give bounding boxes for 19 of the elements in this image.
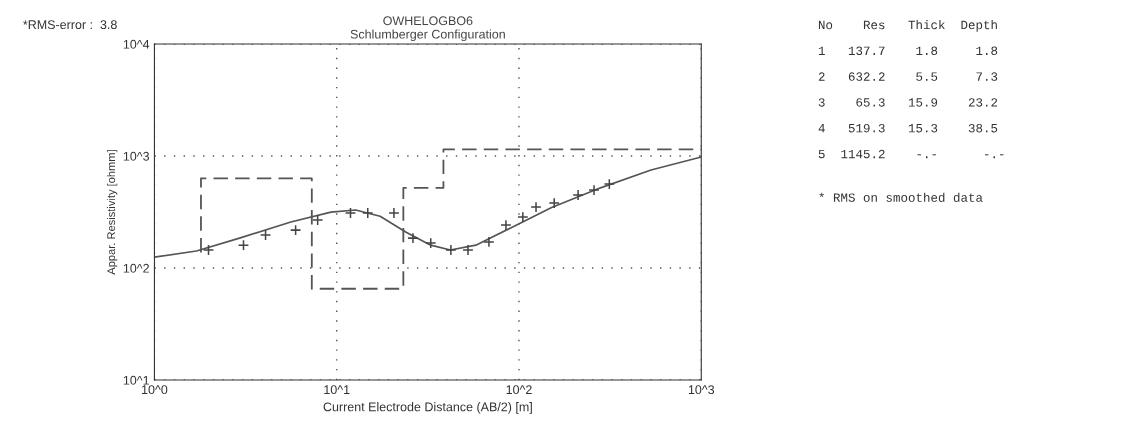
- text: *RMS-error : 3.8: [23, 20, 117, 30]
- x-tick-label: 10^1: [324, 385, 350, 395]
- text: 4 519.3 15.3 38.5: [818, 123, 998, 133]
- text: 2 632.2 5.5 7.3: [818, 72, 998, 81]
- text: * RMS on smoothed data: [819, 192, 983, 202]
- y-axis-title: Appar. Resistivity [ohmm]: [106, 150, 118, 275]
- y-tick-label: 10^2: [123, 263, 149, 273]
- x-tick-label: 10^0: [142, 385, 168, 395]
- chart-title: OWHELOGBO6 Schlumberger Configuration: [350, 16, 505, 42]
- text: 5 1145.2 -.- -.-: [818, 149, 1004, 159]
- text: 1 137.7 1.8 1.8: [818, 46, 998, 56]
- y-tick-label: 10^3: [123, 151, 150, 161]
- y-tick-label: 10^4: [123, 39, 150, 49]
- text: No Res Thick Depth: [818, 20, 997, 32]
- text: 3 65.3 15.9 23.2: [818, 98, 998, 107]
- x-tick-label: 10^2: [506, 385, 532, 395]
- y-tick-label: 10^1: [123, 375, 149, 385]
- x-axis-title: Current Electrode Distance (AB/2) [m]: [323, 402, 532, 414]
- x-tick-label: 10^3: [688, 385, 715, 395]
